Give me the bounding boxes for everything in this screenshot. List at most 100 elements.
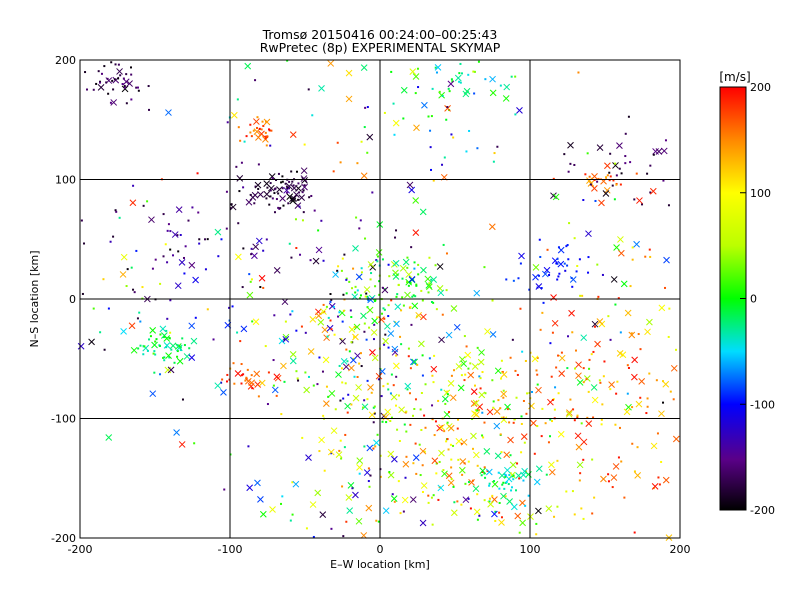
data-point-dot	[630, 332, 633, 335]
data-point-dot	[162, 336, 165, 339]
data-point-cross	[391, 345, 399, 353]
data-point-cross	[419, 519, 427, 527]
data-point-dot	[139, 344, 142, 347]
data-point-dot	[515, 489, 518, 492]
data-point-dot	[329, 293, 332, 296]
data-point-dot	[247, 445, 250, 448]
data-point-cross	[246, 484, 254, 492]
data-point-cross	[257, 191, 264, 198]
data-point-dot	[626, 364, 629, 367]
data-point-cross	[375, 249, 383, 256]
data-point-cross	[585, 420, 593, 428]
data-point-cross	[503, 451, 511, 459]
data-point-dot	[450, 133, 453, 136]
data-point-dot	[563, 153, 566, 156]
data-point-cross	[530, 419, 537, 427]
data-point-dot	[453, 369, 456, 372]
data-point-dot	[395, 229, 398, 232]
data-point-dot	[646, 172, 649, 175]
data-point-dot	[467, 367, 470, 370]
data-point-cross	[263, 190, 271, 198]
data-point-dot	[366, 379, 369, 382]
data-point-dot	[451, 80, 454, 83]
data-point-dot	[382, 385, 385, 388]
data-point-cross	[129, 199, 137, 207]
data-point-cross	[267, 184, 275, 192]
data-point-dot	[323, 469, 326, 472]
data-point-dot	[520, 451, 523, 454]
data-point-dot	[497, 471, 500, 474]
data-point-dot	[403, 423, 406, 426]
data-point-cross	[126, 80, 133, 87]
data-point-dot	[291, 180, 294, 183]
data-point-dot	[225, 227, 228, 230]
data-point-dot	[372, 338, 375, 341]
data-point-cross	[116, 68, 123, 75]
data-point-dot	[382, 307, 385, 310]
data-point-cross	[258, 379, 266, 387]
y-tick-label: 200	[55, 54, 76, 67]
data-point-dot	[330, 452, 333, 455]
data-point-dot	[488, 484, 491, 487]
data-point-cross	[507, 436, 514, 444]
data-point-cross	[418, 340, 425, 348]
data-point-dot	[243, 140, 246, 143]
data-point-dot	[258, 127, 261, 130]
data-point-cross	[120, 253, 128, 261]
data-point-dot	[265, 238, 268, 241]
data-point-dot	[565, 490, 568, 493]
data-point-dot	[274, 187, 277, 190]
data-point-dot	[573, 513, 576, 516]
data-point-dot	[576, 416, 579, 419]
data-point-dot	[510, 75, 513, 78]
data-point-dot	[352, 267, 355, 270]
data-point-dot	[415, 472, 418, 475]
y-axis: -200 -100 0 100 200	[51, 54, 76, 545]
data-point-cross	[149, 390, 157, 398]
data-point-dot	[536, 357, 539, 360]
data-point-cross	[327, 448, 335, 456]
data-point-cross	[473, 411, 480, 418]
data-point-cross	[509, 461, 517, 469]
x-tick-label: 100	[520, 543, 541, 556]
data-point-dot	[446, 421, 449, 424]
data-point-dot	[292, 184, 295, 187]
data-point-cross	[300, 167, 308, 175]
data-point-cross	[460, 438, 468, 446]
data-point-dot	[290, 170, 293, 173]
data-point-dot	[283, 380, 286, 383]
data-point-cross	[455, 363, 463, 370]
data-point-cross	[489, 331, 497, 338]
data-point-dot	[148, 338, 151, 341]
data-point-cross	[178, 259, 186, 266]
data-point-dot	[183, 272, 186, 275]
data-point-cross	[596, 318, 604, 325]
data-point-dot	[364, 295, 367, 298]
data-point-dot	[441, 313, 444, 316]
data-point-cross	[273, 267, 281, 274]
data-point-dot	[524, 359, 527, 362]
data-point-cross	[391, 455, 398, 463]
data-point-dot	[518, 531, 521, 534]
data-point-dot	[109, 101, 112, 104]
data-point-dot	[588, 358, 591, 361]
data-point-dot	[601, 273, 604, 276]
data-point-dot	[264, 137, 267, 140]
data-point-dot	[165, 346, 168, 349]
data-point-dot	[484, 476, 487, 479]
data-point-dot	[250, 374, 253, 377]
data-point-dot	[427, 115, 430, 118]
data-point-dot	[135, 86, 138, 89]
data-point-dot	[447, 448, 450, 451]
data-point-dot	[430, 168, 433, 171]
data-point-dot	[544, 422, 547, 425]
data-point-dot	[513, 418, 516, 421]
chart-title-line2: RwPretec (8p) EXPERIMENTAL SKYMAP	[260, 40, 501, 55]
data-point-dot	[587, 256, 590, 259]
data-point-dot	[370, 272, 373, 275]
data-point-dot	[540, 435, 543, 438]
data-point-dot	[459, 62, 462, 65]
data-point-dot	[279, 207, 282, 210]
data-point-cross	[557, 260, 565, 268]
data-point-dot	[597, 295, 600, 298]
